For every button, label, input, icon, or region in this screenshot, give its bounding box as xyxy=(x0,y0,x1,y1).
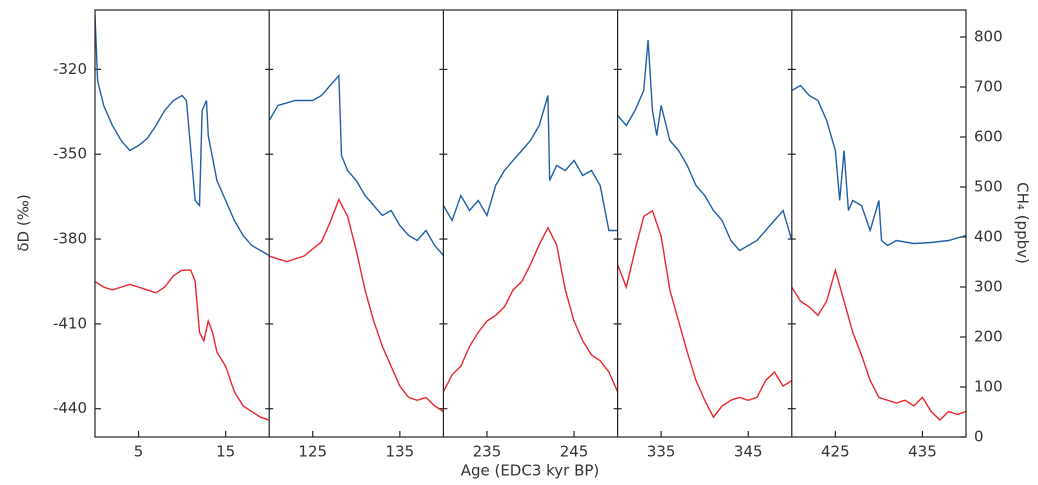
x-tick-label: 345 xyxy=(734,443,763,461)
y-tick-label: -350 xyxy=(53,145,87,163)
data-line xyxy=(791,267,966,422)
data-line xyxy=(791,84,966,247)
data-line xyxy=(269,73,444,256)
x-tick-label: 125 xyxy=(298,443,327,461)
x-axis-label: Age (EDC3 kyr BP) xyxy=(461,462,600,480)
y2-tick-label: 200 xyxy=(974,328,1003,346)
x-tick-label: 15 xyxy=(216,443,235,461)
x-tick-label: 335 xyxy=(647,443,676,461)
data-line xyxy=(617,39,792,252)
x-tick-label: 235 xyxy=(473,443,502,461)
y2-tick-label: 400 xyxy=(974,228,1003,246)
y-tick-label: -380 xyxy=(53,230,87,248)
x-tick-label: 425 xyxy=(821,443,850,461)
data-line xyxy=(95,269,270,421)
y2-tick-label: 100 xyxy=(974,378,1003,396)
y2-tick-label: 600 xyxy=(974,128,1003,146)
y2-tick-label: 0 xyxy=(974,428,984,446)
x-tick-label: 5 xyxy=(134,443,144,461)
data-line xyxy=(443,226,618,393)
y-tick-label: -410 xyxy=(53,314,87,332)
y-axis-label: δD (‰) xyxy=(15,194,33,251)
y2-tick-label: 300 xyxy=(974,278,1003,296)
data-line xyxy=(443,95,618,232)
data-line xyxy=(617,209,792,419)
x-tick-label: 245 xyxy=(560,443,589,461)
x-tick-label: 135 xyxy=(386,443,415,461)
data-line xyxy=(95,14,270,257)
y2-tick-label: 500 xyxy=(974,178,1003,196)
data-line xyxy=(269,197,444,413)
y-tick-label: -440 xyxy=(53,399,87,417)
y2-axis-label: CH₄ (ppbv) xyxy=(1014,182,1032,264)
y2-tick-label: 700 xyxy=(974,78,1003,96)
x-tick-label: 435 xyxy=(908,443,937,461)
y2-tick-label: 800 xyxy=(974,28,1003,46)
plot-frame xyxy=(94,9,967,438)
y-tick-label: -320 xyxy=(53,60,87,78)
